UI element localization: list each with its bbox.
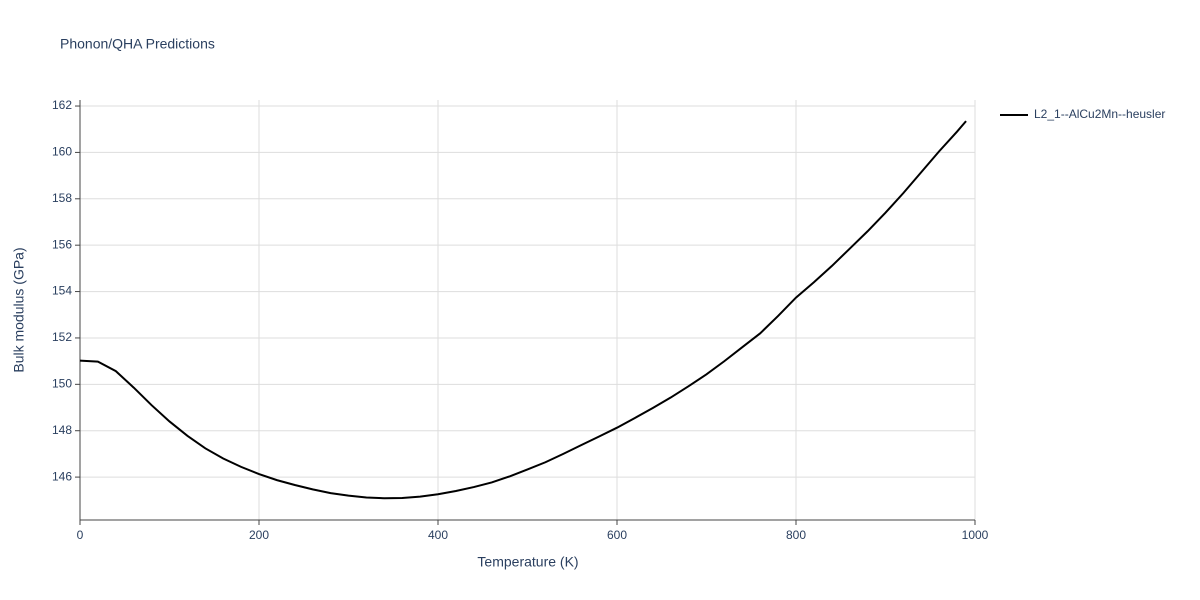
x-tick-label: 600 bbox=[607, 528, 627, 542]
x-tick-label: 1000 bbox=[962, 528, 989, 542]
x-tick-label: 800 bbox=[786, 528, 806, 542]
y-tick-label: 146 bbox=[52, 469, 72, 483]
data-line bbox=[79, 120, 967, 500]
y-tick-label: 156 bbox=[52, 237, 72, 251]
chart-title: Phonon/QHA Predictions bbox=[60, 36, 215, 52]
y-tick-label: 162 bbox=[52, 98, 72, 112]
legend-label: L2_1--AlCu2Mn--heusler bbox=[1034, 107, 1165, 121]
y-tick-label: 148 bbox=[52, 423, 72, 437]
y-axis-title: Bulk modulus (GPa) bbox=[11, 247, 27, 372]
x-tick-label: 200 bbox=[249, 528, 269, 542]
x-tick-label: 0 bbox=[77, 528, 84, 542]
x-axis-title: Temperature (K) bbox=[477, 554, 578, 570]
y-tick-label: 150 bbox=[52, 377, 72, 391]
y-tick-label: 152 bbox=[52, 330, 72, 344]
y-tick-label: 154 bbox=[52, 284, 72, 298]
y-tick-label: 158 bbox=[52, 191, 72, 205]
x-tick-label: 400 bbox=[428, 528, 448, 542]
y-tick-label: 160 bbox=[52, 145, 72, 159]
